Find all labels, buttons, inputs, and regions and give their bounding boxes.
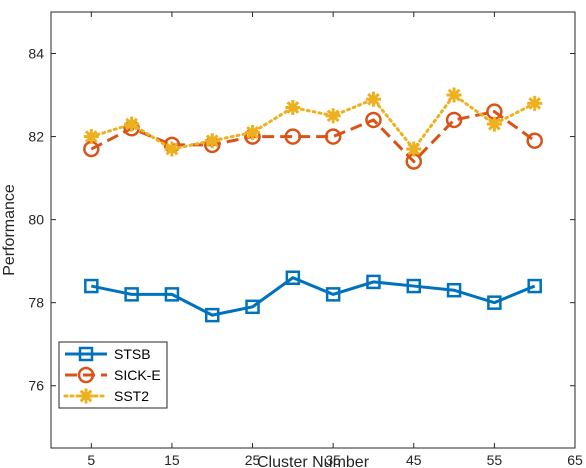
data-point-sst2 xyxy=(527,95,543,111)
data-point-stsb xyxy=(84,278,99,294)
series-line-stsb xyxy=(91,276,536,317)
x-tick-label: 15 xyxy=(164,452,180,468)
legend-label-sick-e: SICK-E xyxy=(114,367,161,383)
y-tick-label: 82 xyxy=(28,129,44,145)
data-point-sst2 xyxy=(446,87,462,103)
x-tick-label: 35 xyxy=(325,452,341,468)
data-point-sst2 xyxy=(164,141,180,157)
legend: STSB SICK-E SST2 xyxy=(58,341,168,409)
data-point-stsb xyxy=(446,282,462,298)
data-point-sick-e xyxy=(324,128,342,145)
data-point-sst2 xyxy=(204,133,220,149)
data-point-sst2 xyxy=(406,141,422,157)
data-point-stsb xyxy=(124,287,139,302)
legend-marker-sst2 xyxy=(78,388,94,404)
data-point-stsb xyxy=(164,287,180,302)
data-point-stsb xyxy=(366,274,381,290)
data-point-sst2 xyxy=(124,116,140,132)
plot-frame xyxy=(50,11,576,449)
data-point-sick-e xyxy=(284,128,302,145)
series-sick-e xyxy=(83,103,543,170)
data-point-sst2 xyxy=(365,91,381,107)
data-point-sick-e xyxy=(526,132,543,149)
legend-marker-stsb xyxy=(78,346,94,362)
data-point-sst2 xyxy=(486,116,502,132)
y-tick-label: 80 xyxy=(28,212,44,228)
data-point-stsb xyxy=(325,287,341,302)
series-line-sick-e xyxy=(90,110,536,164)
axes: 5 15 25 35 45 55 65 76 78 80 82 84 xyxy=(28,11,583,468)
data-point-stsb xyxy=(406,278,422,294)
x-tick-label: 25 xyxy=(245,452,261,468)
legend-label-sst2: SST2 xyxy=(114,388,149,404)
data-point-sick-e xyxy=(365,111,382,129)
data-point-sst2 xyxy=(325,108,341,124)
x-axis-label: Cluster Number xyxy=(257,454,370,468)
data-point-stsb xyxy=(285,270,301,286)
data-point-sst2 xyxy=(245,124,261,140)
data-point-stsb xyxy=(487,295,502,310)
legend-label-stsb: STSB xyxy=(114,346,151,362)
data-point-stsb xyxy=(245,299,260,315)
y-tick-label: 84 xyxy=(28,46,44,62)
y-tick-label: 76 xyxy=(28,378,44,394)
x-tick-label: 45 xyxy=(406,452,422,468)
series-sst2 xyxy=(83,87,543,157)
series-layer xyxy=(83,87,543,323)
series-stsb xyxy=(84,270,542,323)
data-point-stsb xyxy=(204,307,220,323)
x-tick-label: 55 xyxy=(487,452,503,468)
x-tick-label: 65 xyxy=(567,452,583,468)
data-point-sick-e xyxy=(445,111,463,129)
series-line-sst2 xyxy=(89,92,537,152)
y-axis-label: Performance xyxy=(1,184,18,276)
y-tick-label: 78 xyxy=(28,295,44,311)
data-point-sst2 xyxy=(285,100,301,116)
data-point-sst2 xyxy=(83,129,99,145)
x-tick-label: 5 xyxy=(87,452,95,468)
data-point-stsb xyxy=(527,278,542,294)
legend-marker-sick-e xyxy=(77,366,95,384)
